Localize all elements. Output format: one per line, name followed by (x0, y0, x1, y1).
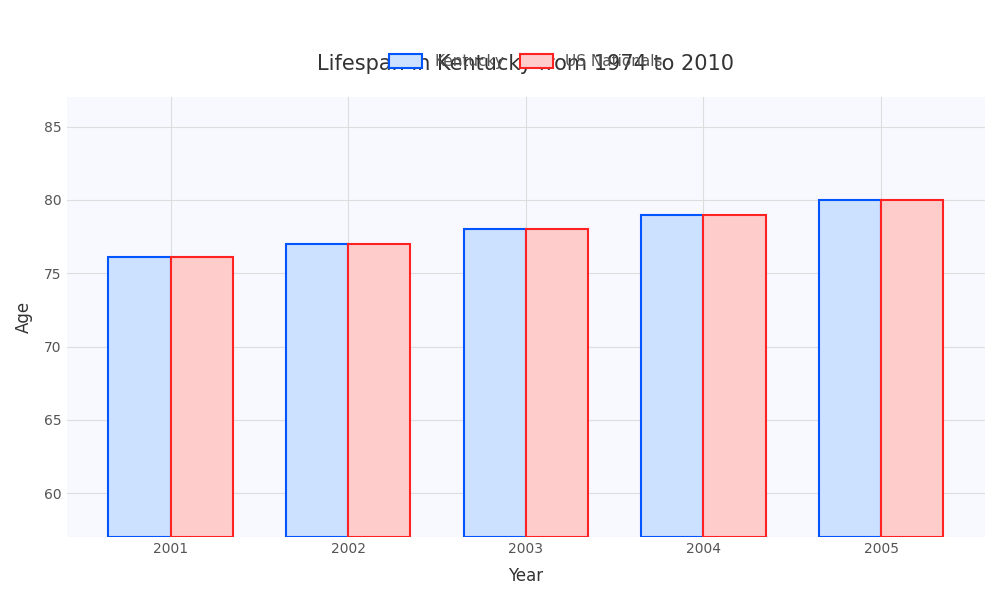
Bar (108, 257, 171, 537)
Bar (464, 229, 526, 537)
Bar (286, 244, 348, 537)
Bar (703, 215, 766, 537)
Bar (348, 244, 410, 537)
Title: Lifespan in Kentucky from 1974 to 2010: Lifespan in Kentucky from 1974 to 2010 (317, 53, 734, 74)
Bar (171, 257, 233, 537)
Bar (819, 200, 881, 537)
Bar (526, 229, 588, 537)
Y-axis label: Age: Age (15, 301, 33, 333)
Legend: Kentucky, US Nationals: Kentucky, US Nationals (383, 48, 669, 75)
X-axis label: Year: Year (508, 567, 543, 585)
Bar (641, 215, 703, 537)
Bar (881, 200, 943, 537)
